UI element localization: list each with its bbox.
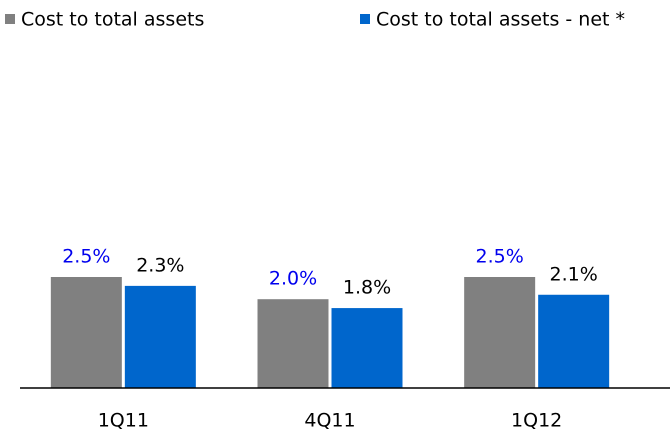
bar [124,285,196,388]
x-tick-label: 1Q11 [98,410,149,432]
bar [257,299,329,388]
bar [50,277,122,388]
legend-label: Cost to total assets - net * [376,9,625,31]
legend-label: Cost to total assets [21,9,204,31]
bar [464,277,536,388]
value-label: 2.5% [476,246,524,268]
bar [538,294,610,388]
x-tick-label: 1Q12 [511,410,562,432]
value-label: 2.1% [550,263,598,285]
value-label: 2.0% [269,268,317,290]
value-label: 1.8% [343,277,391,299]
legend-swatch [360,14,370,24]
x-tick-label: 4Q11 [304,410,355,432]
legend-swatch [5,14,15,24]
value-label: 2.3% [136,254,184,276]
value-label: 2.5% [62,246,110,268]
bar [331,308,403,388]
